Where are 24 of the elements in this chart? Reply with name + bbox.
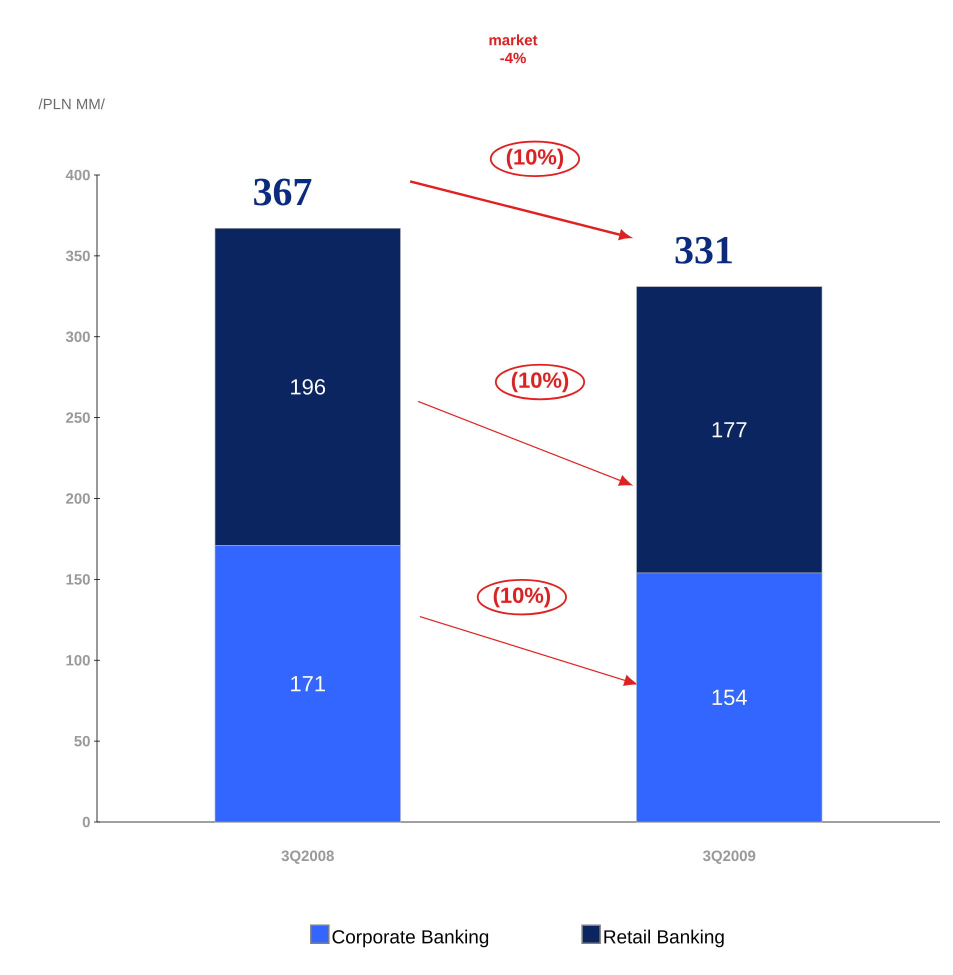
y-tick-label: 250	[66, 412, 90, 423]
y-tick-label: 0	[82, 816, 90, 828]
total-label: 367	[254, 178, 312, 206]
legend-label: Corporate Banking	[332, 930, 488, 948]
data-label: 171	[291, 676, 325, 692]
x-tick-label: 3Q2009	[703, 850, 756, 864]
y-tick-label: 400	[66, 170, 90, 180]
text: market -4%	[490, 34, 538, 64]
data-label: 154	[712, 690, 747, 706]
y-tick-label: 300	[66, 331, 90, 342]
y-axis-title: /PLN MM/	[38, 98, 105, 110]
text: (10%)	[506, 148, 564, 170]
y-tick-label: 50	[74, 736, 90, 746]
annotation: (10%)	[494, 586, 550, 608]
annotation: (10%)	[512, 372, 568, 392]
y-tick-label: 350	[66, 250, 90, 262]
data-label: 196	[291, 379, 326, 395]
x-tick-label: 3Q2008	[282, 850, 334, 864]
y-tick-label: 150	[66, 574, 90, 585]
data-label: 177	[712, 422, 746, 438]
y-tick-label: 100	[66, 654, 90, 666]
y-tick-label: 200	[66, 493, 90, 504]
legend-label: Retail Banking	[604, 930, 724, 948]
total-label: 331	[676, 236, 732, 264]
